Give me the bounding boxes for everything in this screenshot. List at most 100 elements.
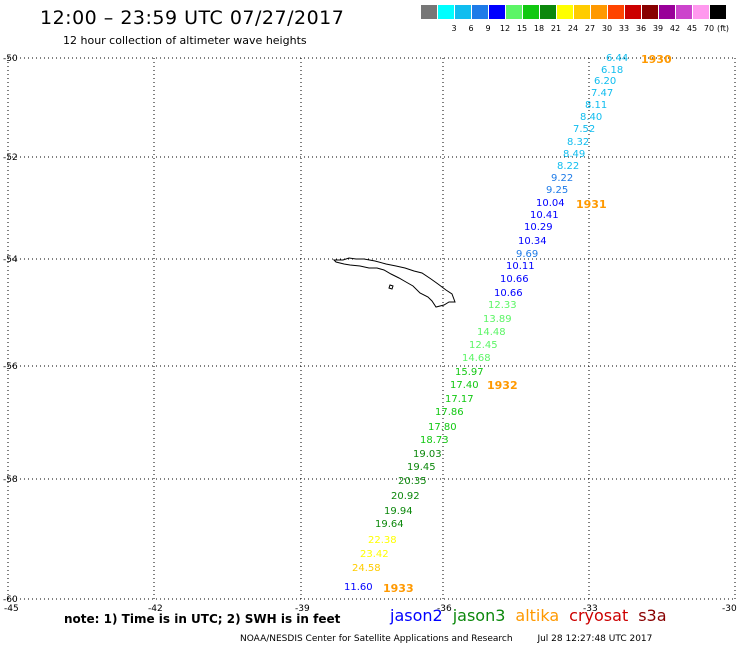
map-title: 12:00 – 23:59 UTC 07/27/2017	[40, 7, 345, 29]
island-islet	[388, 284, 394, 290]
satellite-jason3: jason3	[452, 606, 506, 625]
legend-swatch	[676, 5, 692, 19]
legend-swatch	[642, 5, 658, 19]
wave-height-value: 8.32	[567, 137, 589, 148]
satellite-altika: altika	[515, 606, 560, 625]
pass-time-labels: 1930 1931 1932 1933	[383, 53, 672, 595]
legend-swatch	[455, 5, 471, 19]
legend-swatch	[489, 5, 505, 19]
wave-height-value: 9.69	[516, 249, 538, 260]
legend-swatch	[693, 5, 709, 19]
wave-height-value: 10.29	[524, 222, 553, 233]
pass-time-label: 1931	[576, 198, 607, 211]
legend-swatch	[625, 5, 641, 19]
wave-height-readings: 6.446.186.207.478.118.407.52 8.328.498.22…	[344, 53, 628, 593]
wave-height-value: 8.49	[563, 149, 585, 160]
wave-height-value: 9.25	[546, 185, 568, 196]
south-georgia-island-outline	[332, 257, 456, 308]
legend-tick-label: 15	[516, 24, 528, 33]
latitude-label: -58	[3, 475, 18, 485]
satellite-cryosat: cryosat	[569, 606, 629, 625]
credit-text: NOAA/NESDIS Center for Satellite Applica…	[240, 634, 513, 644]
wave-height-value: 7.52	[573, 124, 595, 135]
wave-height-value: 12.33	[488, 300, 517, 311]
latitude-label: -54	[3, 255, 18, 265]
wave-height-value: 13.89	[483, 314, 512, 325]
longitude-label: -45	[4, 604, 19, 614]
pass-time-label: 1930	[641, 53, 672, 66]
longitude-label: -42	[148, 604, 163, 614]
lat-lon-grid	[7, 57, 736, 600]
latitude-label: -50	[3, 54, 18, 64]
wave-height-value: 8.40	[580, 112, 602, 123]
legend-swatch	[472, 5, 488, 19]
map-subtitle: 12 hour collection of altimeter wave hei…	[63, 34, 307, 47]
wave-height-value: 18.73	[420, 435, 449, 446]
wave-height-value: 19.94	[384, 506, 413, 517]
pass-time-label: 1933	[383, 582, 414, 595]
wave-height-value: 10.34	[518, 236, 547, 247]
wave-height-value: 17.40	[450, 380, 479, 391]
legend-unit: (ft)	[716, 24, 730, 33]
legend-tick-label: 12	[499, 24, 511, 33]
legend-tick-label: 45	[686, 24, 698, 33]
legend-swatch	[438, 5, 454, 19]
longitude-label: -33	[583, 604, 598, 614]
wave-height-value: 15.97	[455, 367, 484, 378]
legend-tick-label: 33	[618, 24, 630, 33]
legend-swatch	[659, 5, 675, 19]
wave-height-value: 20.35	[398, 476, 427, 487]
footnote: note: 1) Time is in UTC; 2) SWH is in fe…	[64, 612, 341, 626]
wave-height-value: 8.11	[585, 100, 607, 111]
legend-tick-label: 24	[567, 24, 579, 33]
wave-height-value: 23.42	[360, 549, 389, 560]
wave-height-value: 11.60	[344, 582, 373, 593]
wave-height-value: 20.92	[391, 491, 420, 502]
legend-tick-label: 18	[533, 24, 545, 33]
legend-tick-label: 70	[703, 24, 715, 33]
wave-height-value: 6.20	[594, 76, 616, 87]
legend-tick-label: 3	[451, 24, 457, 33]
longitude-label: -30	[722, 604, 737, 614]
wave-height-value: 10.41	[530, 210, 559, 221]
wave-height-value: 19.45	[407, 462, 436, 473]
legend-swatch	[540, 5, 556, 19]
wave-height-value: 14.48	[477, 327, 506, 338]
legend-swatch	[523, 5, 539, 19]
wave-height-value: 10.66	[494, 288, 523, 299]
generated-timestamp: Jul 28 12:27:48 UTC 2017	[537, 634, 653, 644]
legend-tick-label: 6	[468, 24, 474, 33]
wave-height-value: 17.86	[435, 407, 464, 418]
legend-tick-label: 30	[601, 24, 613, 33]
wave-height-value: 17.17	[445, 394, 474, 405]
longitude-label: -39	[295, 604, 310, 614]
wave-height-value: 6.44	[606, 53, 628, 64]
legend-swatch	[557, 5, 573, 19]
wave-height-value: 24.58	[352, 563, 381, 574]
latitude-label: -60	[3, 595, 18, 605]
legend-swatch	[421, 5, 437, 19]
wave-height-value: 10.11	[506, 261, 535, 272]
satellite-jason2: jason2	[390, 606, 443, 625]
axis-labels: -45 -42 -39 -36 -33 -30 -50 -52 -54 -56 -58 -60	[3, 54, 737, 614]
satellite-legend: jason2 jason3 altika cryosat s3a	[390, 606, 677, 625]
legend-tick-label: 36	[635, 24, 647, 33]
latitude-label: -56	[3, 362, 18, 372]
wave-height-value: 6.18	[601, 65, 623, 76]
wave-height-value: 17.80	[428, 422, 457, 433]
legend-swatch	[710, 5, 726, 19]
wave-height-value: 8.22	[557, 161, 579, 172]
legend-tick-label: 21	[550, 24, 562, 33]
satellite-s3a: s3a	[638, 606, 667, 625]
legend-swatch	[506, 5, 522, 19]
legend-swatch	[591, 5, 607, 19]
pass-time-label: 1932	[487, 379, 518, 392]
legend-swatch	[608, 5, 624, 19]
credit-line: NOAA/NESDIS Center for Satellite Applica…	[240, 634, 674, 644]
legend-tick-label: 39	[652, 24, 664, 33]
legend-tick-label: 27	[584, 24, 596, 33]
wave-height-value: 7.47	[591, 88, 613, 99]
wave-height-value: 9.22	[551, 173, 573, 184]
latitude-label: -52	[3, 153, 18, 163]
